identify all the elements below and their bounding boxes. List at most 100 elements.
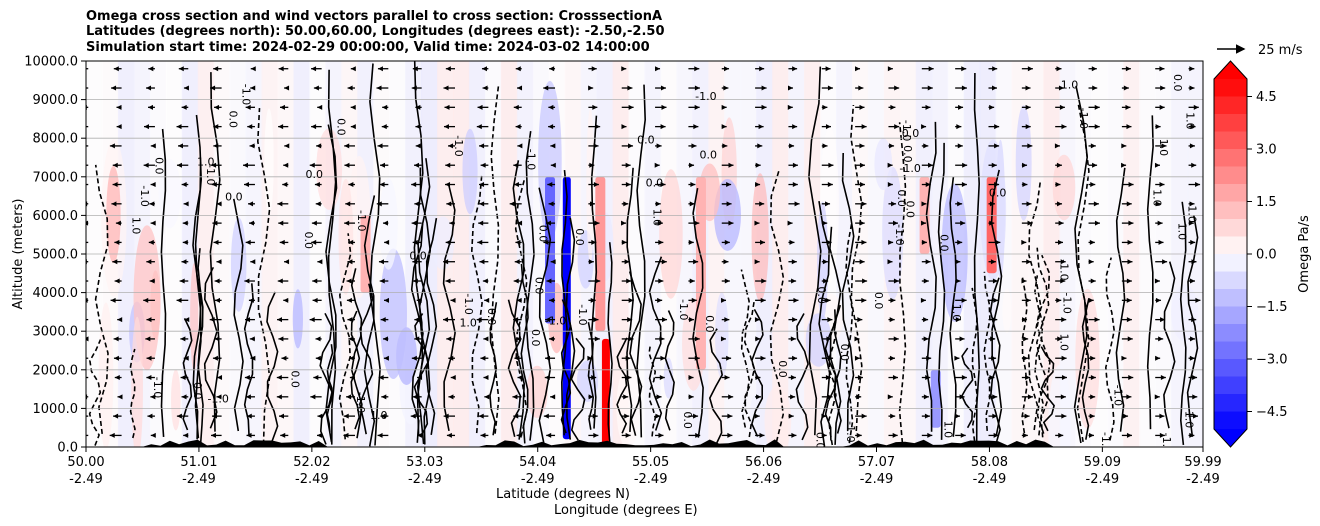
wind-vector-head (1191, 317, 1197, 323)
wind-vector-head (926, 355, 932, 361)
omega-cell (338, 178, 354, 295)
x-tick-label-lat: 56.06 (745, 455, 782, 470)
wind-vector-head (183, 201, 189, 207)
wind-vector-head (80, 279, 85, 284)
wind-vector-head (861, 297, 867, 303)
wind-vector-head (621, 239, 627, 245)
wind-vector-head (548, 104, 554, 110)
wind-vector-head (1060, 278, 1066, 284)
contour-label: 1.0 (941, 421, 954, 439)
wind-vector-head (593, 182, 599, 188)
contour-label: 0.0 (637, 134, 655, 147)
wind-vector-head (589, 162, 595, 168)
wind-vector-head (80, 163, 85, 168)
wind-vector-head (728, 220, 734, 226)
wind-vector-head (721, 124, 727, 130)
wind-vector-head (1089, 239, 1095, 245)
wind-vector-head (312, 278, 318, 284)
contour-label: 1.0 (1150, 189, 1163, 207)
wind-vector-head (761, 85, 767, 91)
contour-label: -1.0 (844, 421, 857, 442)
contour-label: 1.0 (370, 409, 388, 422)
wind-vector-head (546, 432, 552, 438)
wind-vector-head (446, 432, 452, 438)
wind-vector-head (380, 317, 386, 323)
colorbar-segment (1214, 306, 1247, 325)
omega-cell (538, 80, 562, 241)
wind-vector-head (591, 375, 597, 381)
wind-vector-head (315, 355, 321, 361)
wind-vector-head (859, 162, 865, 168)
wind-vector-head (117, 394, 123, 400)
wind-vector-head (278, 413, 284, 419)
wind-vector-head (724, 375, 730, 381)
wind-vector-head (1061, 375, 1067, 381)
x-tick-label-lon: -2.49 (521, 472, 555, 487)
colorbar-segment (1214, 114, 1247, 133)
wind-vector-head (484, 394, 490, 400)
wind-vector-head (925, 182, 931, 188)
wind-vector-head (246, 413, 252, 419)
wind-vector-head (754, 413, 760, 419)
wind-vector-head (761, 104, 767, 110)
contour-label: 0.0 (902, 127, 920, 140)
wind-vector-head (1089, 413, 1095, 419)
wind-vector-head (383, 355, 389, 361)
wind-vector-head (250, 85, 256, 91)
wind-vector-head (279, 239, 285, 245)
contour-label: 1.0 (130, 217, 143, 235)
omega-cell (764, 385, 792, 447)
wind-vector-head (887, 162, 893, 168)
wind-vector-head (788, 85, 794, 91)
x-tick-label-lat: 58.08 (971, 455, 1008, 470)
wind-vector-head (112, 259, 118, 265)
wind-vector-head (1022, 432, 1028, 438)
contour-label: -1.0 (900, 120, 913, 141)
wind-vector-head (379, 182, 385, 188)
wind-vector-head (479, 259, 485, 265)
wind-vector-head (695, 432, 701, 438)
wind-vector-head (550, 162, 556, 168)
wind-vector-head (313, 375, 319, 381)
wind-vector-head (411, 220, 417, 226)
contour-line (845, 223, 854, 444)
wind-vector-head (417, 432, 423, 438)
wind-vector-head (821, 413, 827, 419)
colorbar-segment (1214, 376, 1247, 395)
contour-label: 0.0 (681, 411, 694, 429)
wind-vector-head (928, 66, 934, 72)
wind-vector-head (245, 104, 251, 110)
wind-vector-head (445, 239, 451, 245)
wind-vector-head (414, 201, 420, 207)
contour-line (898, 122, 907, 444)
wind-vector-head (928, 162, 934, 168)
wind-vector-head (310, 394, 316, 400)
contour-line (570, 337, 586, 441)
wind-vector-head (791, 278, 797, 284)
x-tick-label-lat: 59.09 (1084, 455, 1121, 470)
wind-vector-head (111, 201, 117, 207)
colorbar-segment (1214, 341, 1247, 360)
wind-vector-head (1057, 201, 1063, 207)
wind-vector-head (1125, 66, 1131, 72)
wind-vector-head (657, 220, 663, 226)
contour-line (197, 248, 204, 445)
wind-vector-head (249, 220, 255, 226)
wind-vector-head (723, 85, 729, 91)
contour-label: 0.0 (536, 225, 549, 243)
wind-vector-head (113, 413, 119, 419)
wind-vector-head (412, 278, 418, 284)
wind-vector-head (693, 413, 699, 419)
omega-core (930, 369, 941, 428)
wind-vector-head (1123, 413, 1129, 419)
contour-line (560, 170, 568, 436)
wind-vector-head (887, 66, 893, 72)
wind-vector-head (921, 220, 927, 226)
wind-vector-head (214, 278, 220, 284)
wind-vector-head (216, 394, 222, 400)
wind-vector-head (1027, 143, 1033, 149)
wind-vector-head (728, 162, 734, 168)
wind-vector-head (213, 143, 219, 149)
wind-vector-head (1126, 278, 1132, 284)
wind-vector-head (148, 239, 154, 245)
